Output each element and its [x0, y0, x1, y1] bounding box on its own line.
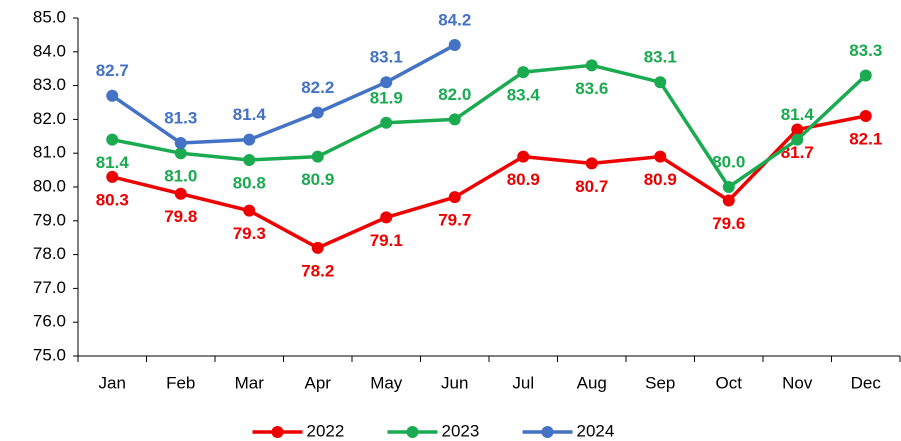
data-label: 80.3: [96, 190, 129, 209]
y-tick-label: 78.0: [33, 244, 66, 263]
data-label: 80.8: [233, 173, 266, 192]
data-point: [654, 150, 667, 163]
x-tick-label: Dec: [851, 373, 882, 392]
data-point: [174, 147, 187, 160]
data-label: 83.1: [370, 48, 403, 67]
data-point: [174, 137, 187, 150]
data-label: 80.7: [575, 177, 608, 196]
data-point: [311, 150, 324, 163]
y-tick-label: 75.0: [33, 345, 66, 364]
data-label: 79.6: [712, 214, 745, 233]
legend-label: 2023: [442, 421, 480, 440]
data-point: [380, 211, 393, 224]
data-label: 80.0: [712, 152, 745, 171]
y-tick-label: 82.0: [33, 109, 66, 128]
data-point: [243, 133, 256, 146]
data-point: [448, 191, 461, 204]
data-label: 83.1: [644, 48, 677, 67]
data-label: 79.1: [370, 231, 403, 250]
data-point: [585, 157, 598, 170]
legend-marker: [406, 426, 419, 438]
data-point: [722, 194, 735, 207]
series-line: [111, 114, 867, 250]
data-label: 81.3: [164, 109, 197, 128]
y-tick-label: 85.0: [33, 7, 66, 26]
series-line: [111, 43, 456, 145]
x-tick-label: Oct: [716, 373, 743, 392]
x-tick-label: Feb: [166, 373, 195, 392]
data-label: 79.8: [164, 207, 197, 226]
data-label: 81.4: [233, 105, 267, 124]
data-point: [585, 59, 598, 72]
data-point: [448, 39, 461, 52]
y-tick-label: 81.0: [33, 143, 66, 162]
y-tick-label: 79.0: [33, 210, 66, 229]
data-point: [380, 76, 393, 89]
legend-label: 2024: [577, 421, 615, 440]
data-point: [517, 66, 530, 79]
data-label: 82.7: [96, 61, 129, 80]
data-label: 82.0: [438, 85, 471, 104]
data-label: 84.2: [438, 11, 471, 30]
x-tick-label: Sep: [645, 373, 675, 392]
legend-marker: [541, 426, 554, 438]
x-tick-label: Nov: [782, 373, 813, 392]
y-tick-label: 83.0: [33, 75, 66, 94]
data-label: 81.4: [96, 153, 130, 172]
data-point: [174, 187, 187, 200]
data-point: [722, 181, 735, 193]
data-label: 80.9: [644, 170, 677, 189]
data-point: [243, 204, 256, 217]
data-point: [859, 69, 872, 82]
data-point: [106, 170, 119, 183]
x-tick-label: May: [370, 373, 403, 392]
data-label: 79.7: [438, 211, 471, 230]
data-point: [791, 133, 804, 146]
y-tick-label: 77.0: [33, 278, 66, 297]
x-tick-label: Jun: [441, 373, 468, 392]
series-line: [111, 63, 867, 189]
x-tick-label: Jan: [99, 373, 126, 392]
y-tick-label: 76.0: [33, 312, 66, 331]
legend-label: 2022: [307, 421, 345, 440]
data-point: [311, 106, 324, 119]
data-label: 80.9: [507, 170, 540, 189]
data-label: 82.1: [849, 130, 882, 149]
data-point: [106, 89, 119, 102]
data-point: [859, 110, 872, 123]
data-label: 81.4: [781, 105, 815, 124]
data-point: [243, 153, 256, 166]
data-point: [448, 113, 461, 126]
legend-marker: [271, 426, 284, 438]
data-point: [654, 76, 667, 89]
y-tick-label: 84.0: [33, 41, 66, 60]
data-label: 82.2: [301, 78, 334, 97]
data-point: [106, 133, 119, 146]
x-tick-label: Aug: [577, 373, 607, 392]
data-label: 79.3: [233, 224, 266, 243]
data-point: [311, 241, 324, 254]
data-label: 81.9: [370, 88, 403, 107]
data-label: 81.0: [164, 167, 197, 186]
data-label: 83.4: [507, 86, 541, 105]
data-label: 83.3: [849, 41, 882, 60]
data-point: [380, 116, 393, 129]
x-tick-label: Mar: [235, 373, 265, 392]
data-label: 83.6: [575, 79, 608, 98]
data-point: [791, 123, 804, 136]
data-label: 78.2: [301, 261, 334, 280]
x-tick-label: Apr: [305, 373, 332, 392]
data-point: [517, 150, 530, 163]
x-tick-label: Jul: [512, 373, 534, 392]
data-label: 81.7: [781, 143, 814, 162]
data-label: 80.9: [301, 170, 334, 189]
y-tick-label: 80.0: [33, 176, 66, 195]
